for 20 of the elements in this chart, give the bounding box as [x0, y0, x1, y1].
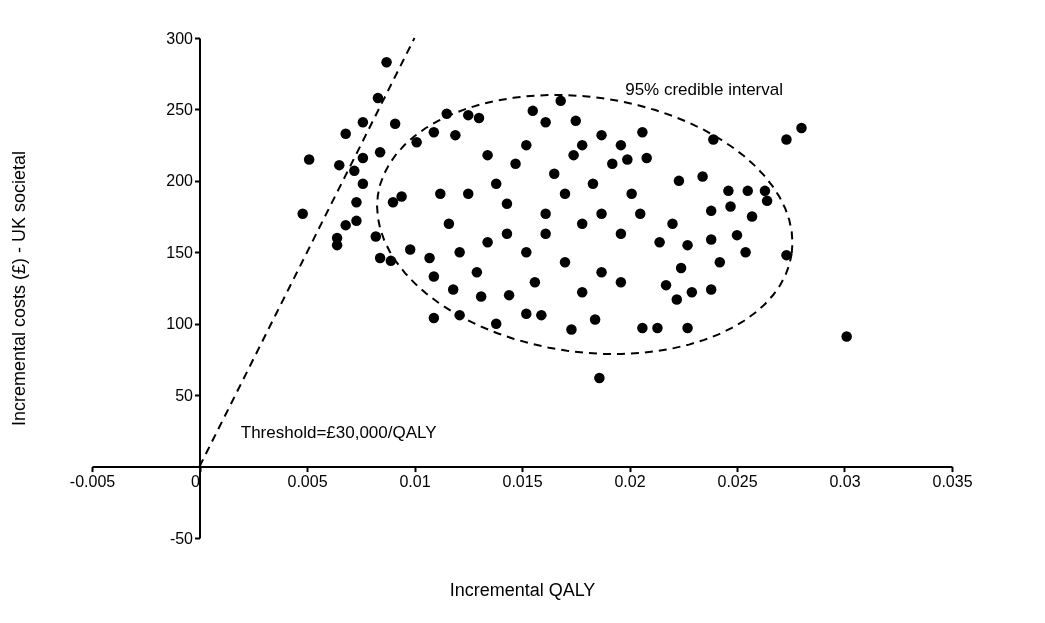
x-tick-label: -0.005 [69, 473, 116, 491]
x-tick-label: 0.02 [614, 473, 646, 491]
y-axis-title: Incremental costs (£) - UK societal [8, 150, 29, 427]
y-tick-label: 50 [175, 386, 194, 404]
x-axis-title: Incremental QALY [449, 579, 596, 600]
y-tick-label: 250 [166, 100, 194, 118]
x-tick-label: 0.035 [932, 473, 973, 491]
y-tick-label: -50 [169, 529, 194, 547]
x-tick-label: 0.01 [399, 473, 431, 491]
annotation: 95% credible interval [625, 80, 784, 99]
x-tick-label: 0.03 [829, 473, 861, 491]
y-tick-label: 200 [166, 172, 194, 190]
x-tick-label: 0.025 [717, 473, 758, 491]
y-tick-label: 300 [166, 29, 194, 47]
x-tick-label: 0 [191, 473, 201, 491]
annotation: Threshold=£30,000/QALY [240, 423, 437, 442]
x-tick-label: 0.005 [287, 473, 328, 491]
y-tick-label: 100 [166, 315, 194, 333]
x-tick-label: 0.015 [502, 473, 543, 491]
y-tick-label: 150 [166, 243, 194, 261]
